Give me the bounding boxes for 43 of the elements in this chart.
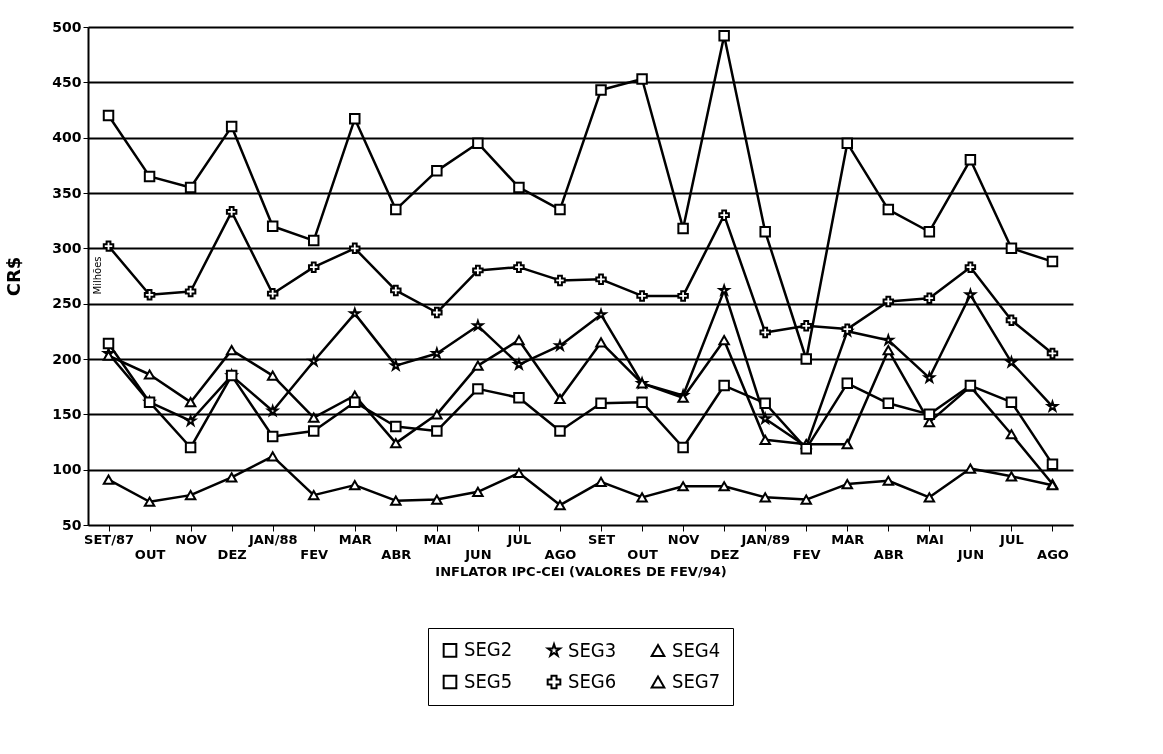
y-axis-title: CR$ [3,256,25,297]
legend-label: SEG3 [568,637,617,662]
legend-label: SEG5 [464,669,513,693]
y-tick-label: 200 [52,350,82,367]
y-tick-label: 500 [52,18,82,35]
x-tick-label: SET [587,531,616,547]
legend-label: SEG6 [568,669,617,693]
legend-label: SEG7 [672,669,721,693]
y-tick-label: 150 [52,405,82,422]
x-tick-label: DEZ [710,546,740,562]
annotation: Milhões [91,256,103,295]
x-tick-label: MAI [423,531,452,547]
x-tick-label: MAR [338,531,372,547]
x-tick-label: SET/87 [84,531,134,547]
x-tick-label: NOV [175,531,207,547]
x-tick-label: ABR [381,546,412,562]
x-tick-label: JUL [506,531,532,547]
x-tick-label: OUT [134,546,166,562]
y-tick-label: 300 [52,239,82,256]
y-tick-label: 250 [52,295,82,312]
legend-label: SEG4 [672,637,721,662]
x-tick-label: AGO [544,546,577,562]
y-tick-label: 100 [52,461,82,478]
x-tick-label: DEZ [217,546,247,562]
x-tick-label: JUN [464,546,492,562]
x-tick-label: JUL [999,531,1024,547]
y-tick-label: 450 [52,73,82,90]
y-tick-label: 400 [52,129,82,146]
x-axis-title: INFLATOR IPC-CEI (VALORES DE FEV/94) [435,563,727,579]
x-tick-label: MAI [915,531,944,547]
x-tick-label: FEV [792,546,821,562]
x-tick-label: JUN [956,546,985,562]
x-tick-label: NOV [667,531,700,547]
x-tick-label: FEV [300,546,329,562]
x-tick-label: OUT [627,546,658,562]
x-tick-label: AGO [1037,546,1069,562]
x-tick-label: JAN/89 [740,531,790,547]
legend-label: SEG2 [464,637,513,662]
y-tick-label: 50 [62,516,82,533]
x-tick-label: JAN/88 [247,531,298,547]
x-tick-label: MAR [831,531,865,547]
x-tick-label: ABR [873,546,904,562]
y-tick-label: 350 [52,184,82,201]
